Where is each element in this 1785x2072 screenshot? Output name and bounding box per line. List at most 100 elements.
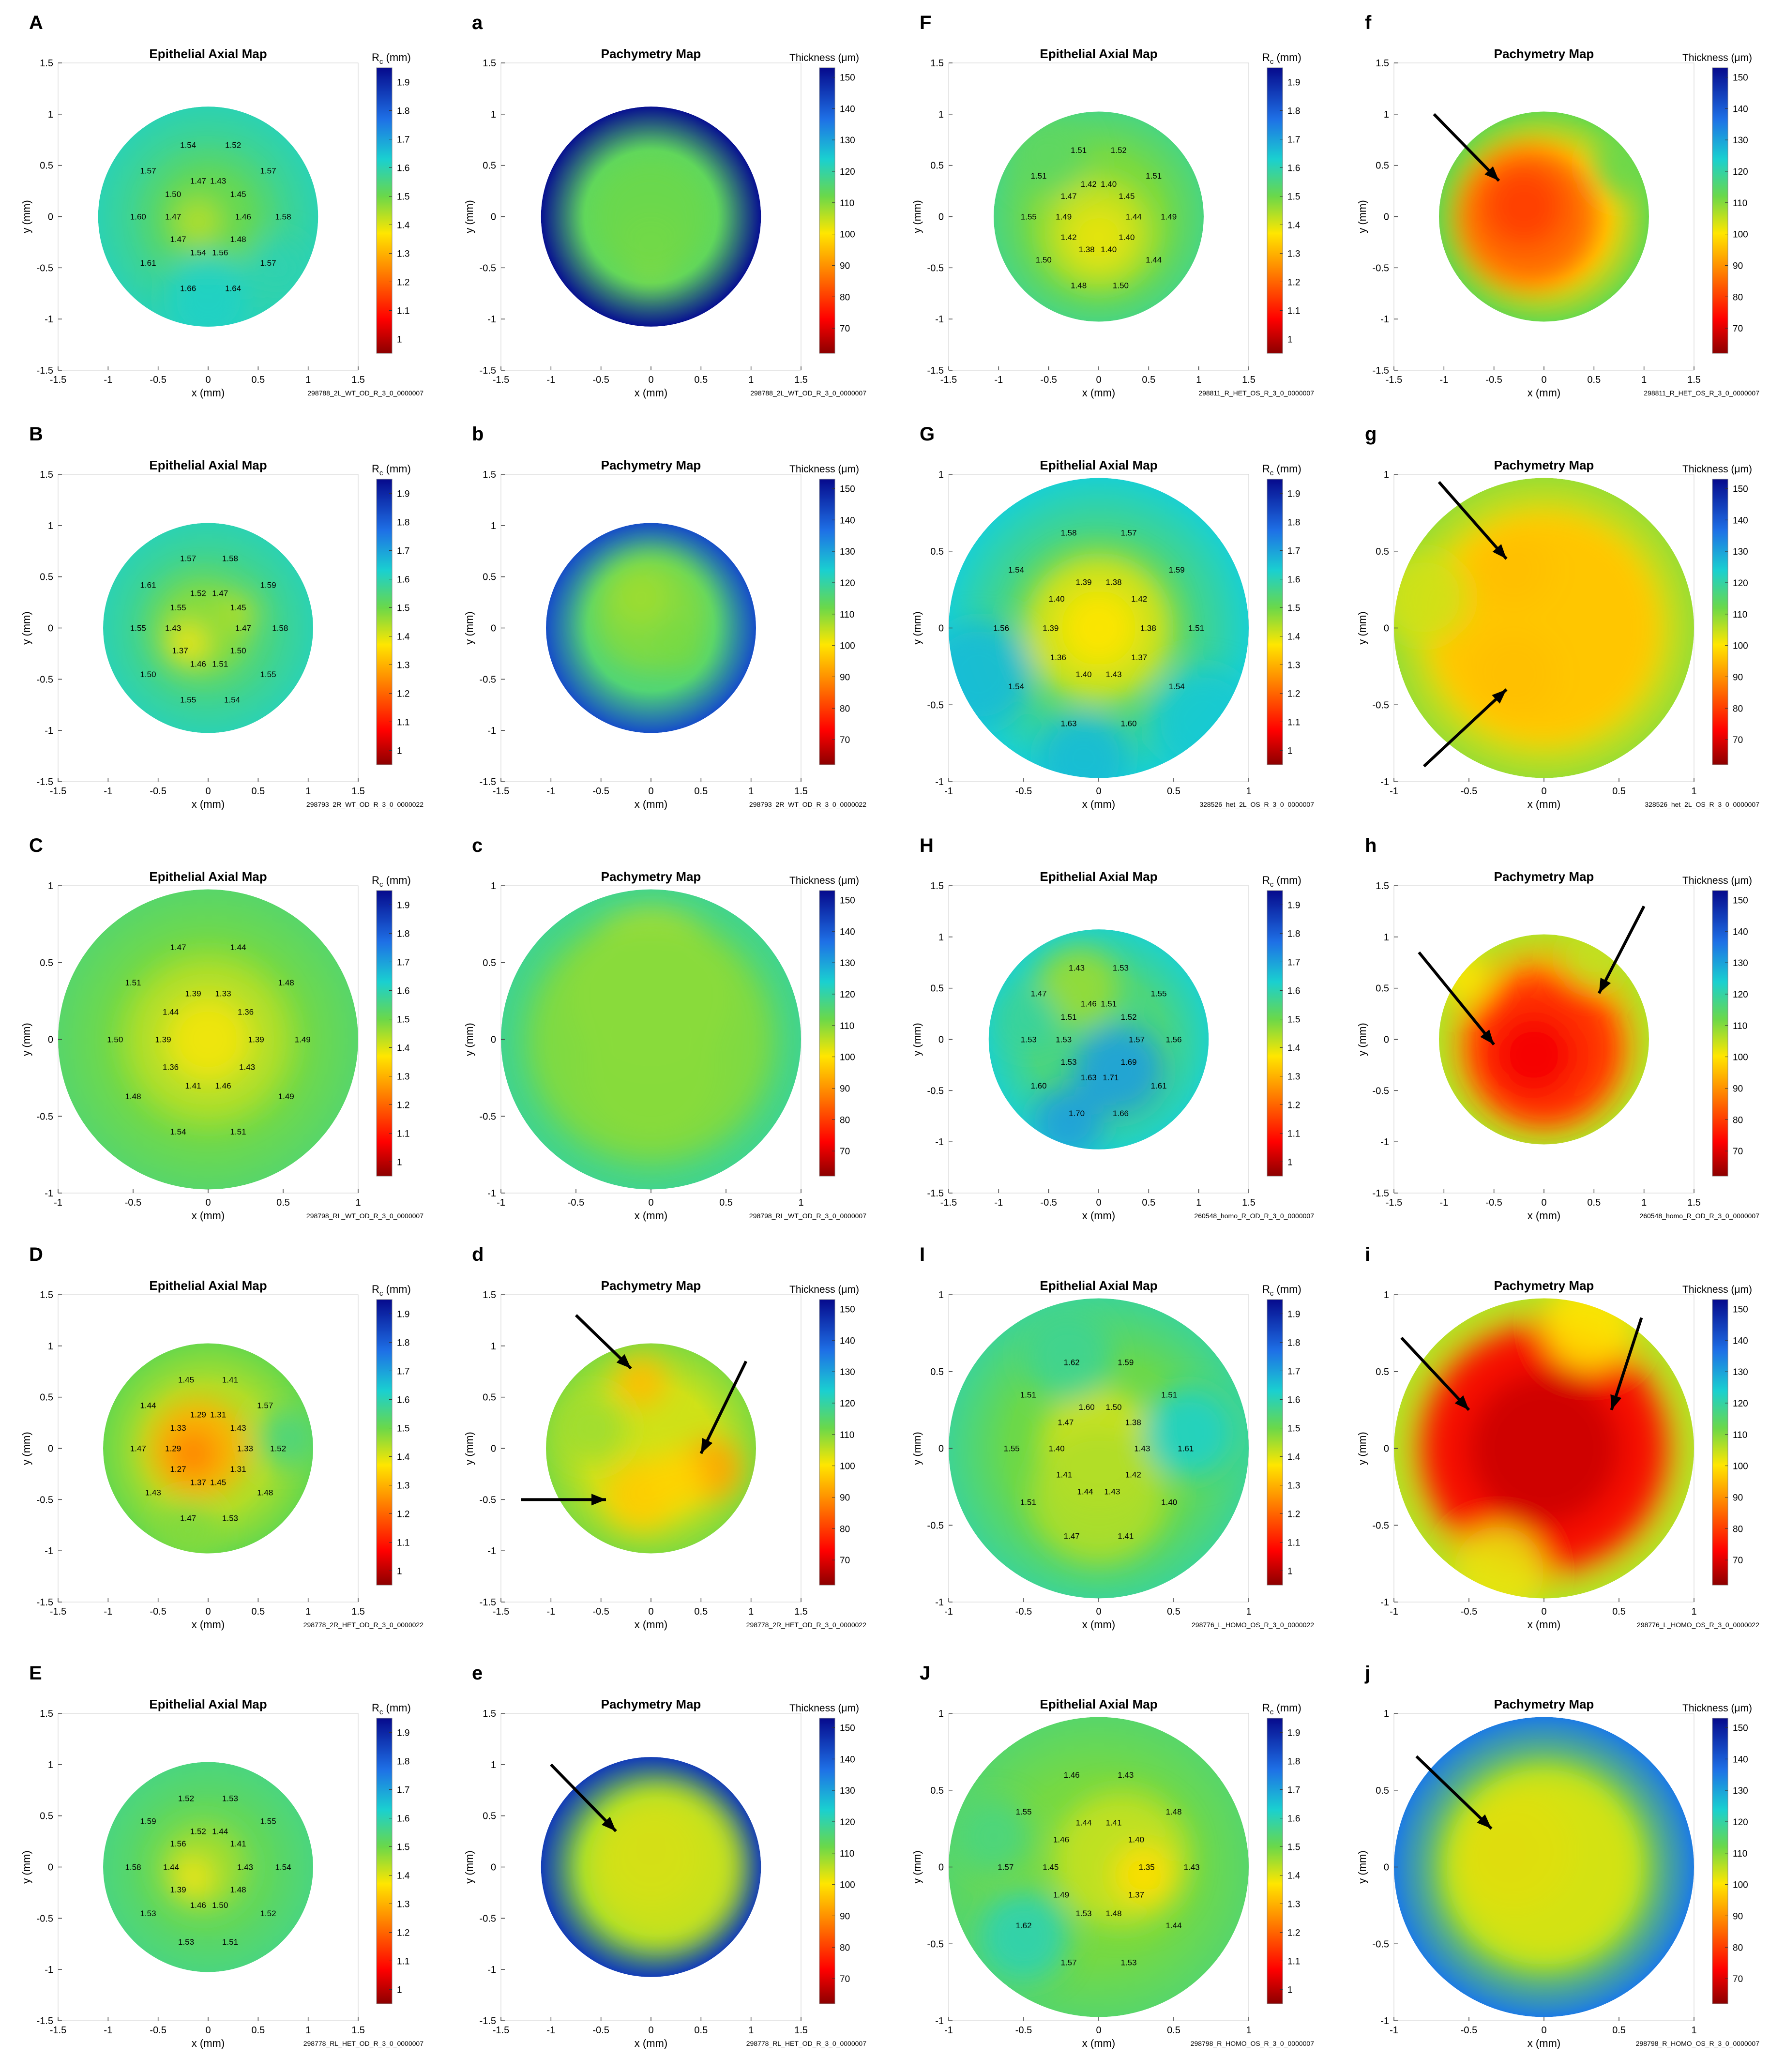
rc-value-label: 1.44	[1075, 1818, 1091, 1827]
x-axis-label: x (mm)	[635, 387, 667, 399]
rc-value-label: 1.37	[172, 646, 188, 655]
rc-value-label: 1.54	[275, 1863, 291, 1872]
rc-value-label: 1.63	[1081, 1073, 1097, 1082]
y-tick-label: -1.5	[927, 1188, 944, 1199]
x-tick-label: 0.5	[1167, 1606, 1180, 1617]
rc-value-label: 1.54	[170, 1127, 186, 1136]
colorbar	[1267, 890, 1283, 1177]
y-tick-label: 0	[48, 1444, 53, 1454]
colorbar	[1267, 479, 1283, 765]
colorbar-tick-label: 1.7	[1287, 135, 1300, 145]
rc-value-label: 1.47	[165, 212, 181, 222]
panel-letter: j	[1364, 1663, 1370, 1684]
y-tick-label: -1	[45, 1546, 53, 1557]
colorbar-tick-label: 1.6	[397, 164, 409, 174]
colorbar-tick-label: 130	[1733, 547, 1748, 557]
rc-value-label: 1.59	[1118, 1358, 1134, 1367]
colorbar-tick-label: 70	[840, 324, 850, 334]
x-tick-label: -1	[104, 375, 112, 385]
rc-value-label: 1.55	[170, 603, 186, 612]
y-tick-label: 0	[1384, 1444, 1389, 1454]
arrowhead	[1480, 1029, 1494, 1045]
colorbar-tick-label: 1.7	[397, 958, 409, 968]
heatmap-blob	[1033, 1086, 1104, 1149]
colorbar-tick-label: 70	[840, 1556, 850, 1566]
x-tick-label: -1	[546, 1606, 555, 1617]
x-tick-label: -0.5	[1015, 2025, 1032, 2036]
heatmap-blob	[1594, 135, 1649, 196]
x-tick-label: -1	[54, 1197, 62, 1208]
colorbar-tick-label: 150	[1733, 484, 1748, 494]
colorbar	[1712, 1299, 1728, 1586]
y-tick-label: 0.5	[483, 958, 496, 968]
y-tick-label: 1.5	[40, 469, 53, 480]
x-tick-label: 0.5	[251, 786, 265, 797]
panel-letter: E	[29, 1663, 42, 1684]
y-tick-label: -1	[935, 1137, 944, 1148]
panel-title: Epithelial Axial Map	[149, 1278, 267, 1293]
rc-value-label: 1.57	[260, 258, 276, 268]
y-tick-label: 0.5	[1376, 161, 1389, 171]
rc-value-label: 1.50	[212, 1901, 228, 1910]
colorbar-tick-label: 1	[1287, 1158, 1293, 1168]
rc-value-label: 1.43	[210, 176, 226, 185]
x-axis-label: x (mm)	[192, 1618, 225, 1631]
y-tick-label: 1	[491, 1341, 496, 1352]
x-tick-label: 1	[748, 786, 754, 797]
y-tick-label: -1	[487, 1546, 496, 1557]
x-axis-label: x (mm)	[635, 2037, 667, 2049]
y-tick-label: 0.5	[930, 983, 944, 994]
colorbar-tick-label: 1.4	[1287, 632, 1301, 642]
panel-letter: C	[29, 835, 43, 856]
rc-value-label: 1.53	[1056, 1035, 1072, 1044]
colorbar-tick-label: 110	[1733, 198, 1747, 209]
rc-value-label: 1.49	[295, 1035, 311, 1044]
x-axis-label: x (mm)	[192, 2037, 225, 2049]
colorbar-tick-label: 1.4	[397, 221, 410, 231]
colorbar-tick-label: 1.6	[1287, 164, 1300, 174]
colorbar-tick-label: 1.7	[1287, 546, 1300, 557]
rc-value-label: 1.49	[1056, 212, 1072, 222]
colorbar-tick-label: 70	[840, 1147, 850, 1157]
file-caption: 298793_2R_WT_OD_R_3_0_0000022	[306, 801, 424, 808]
rc-value-label: 1.29	[190, 1410, 206, 1420]
rc-value-label: 1.31	[210, 1410, 226, 1420]
x-tick-label: -0.5	[1015, 1606, 1032, 1617]
x-axis-label: x (mm)	[192, 1210, 225, 1222]
y-axis-label: y (mm)	[911, 1850, 923, 1883]
colorbar-tick-label: 90	[840, 1084, 850, 1094]
y-tick-label: -1.5	[480, 1597, 496, 1608]
rc-value-label: 1.33	[170, 1423, 186, 1433]
colorbar-tick-label: 90	[840, 672, 850, 682]
y-axis-label: y (mm)	[20, 1023, 32, 1056]
rc-value-label: 1.33	[237, 1444, 253, 1453]
colorbar-label: Rc (mm)	[372, 51, 411, 66]
panel-title: Epithelial Axial Map	[1040, 1278, 1157, 1293]
rc-value-label: 1.51	[230, 1127, 246, 1136]
x-tick-label: 0.5	[1142, 1197, 1155, 1208]
y-tick-label: 0.5	[483, 572, 496, 583]
arrowhead	[1492, 689, 1507, 704]
colorbar-tick-label: 1.3	[1287, 1072, 1300, 1082]
x-axis-label: x (mm)	[1528, 1618, 1560, 1631]
colorbar-tick-label: 1.6	[1287, 1395, 1300, 1406]
rc-value-label: 1.49	[278, 1092, 294, 1101]
rc-value-label: 1.45	[210, 1478, 226, 1487]
y-tick-label: 0.5	[40, 1811, 53, 1822]
colorbar-tick-label: 1.8	[1287, 1757, 1300, 1767]
rc-value-label: 1.70	[1069, 1109, 1085, 1118]
y-tick-label: 0.5	[1376, 983, 1389, 994]
rc-value-label: 1.36	[163, 1063, 179, 1072]
rc-value-label: 1.59	[260, 581, 276, 590]
file-caption: 298811_R_HET_OS_R_3_0_0000007	[1198, 389, 1314, 397]
colorbar-tick-label: 1.6	[397, 1395, 409, 1406]
x-axis-label: x (mm)	[192, 798, 225, 810]
rc-value-label: 1.53	[1113, 963, 1129, 972]
panel-title: Pachymetry Map	[1494, 869, 1594, 884]
rc-value-label: 1.53	[178, 1937, 194, 1947]
y-tick-label: -1.5	[37, 2016, 53, 2027]
colorbar-tick-label: 110	[840, 610, 854, 620]
colorbar-label: Rc (mm)	[372, 874, 411, 889]
colorbar-tick-label: 90	[840, 1911, 850, 1921]
